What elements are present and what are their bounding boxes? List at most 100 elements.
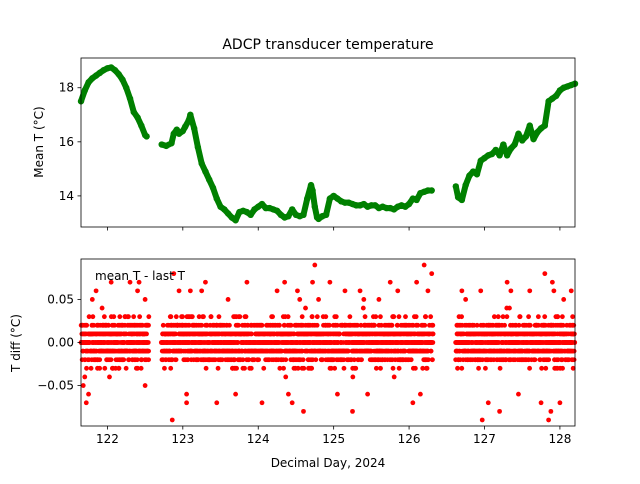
tdiff-point xyxy=(215,365,221,371)
tdiff-point xyxy=(295,288,300,294)
top-ytick-label: 16 xyxy=(59,135,74,149)
temperature-point xyxy=(473,171,481,178)
temperature-point xyxy=(309,187,316,194)
tdiff-point xyxy=(360,305,366,311)
temperature-point xyxy=(202,168,209,175)
temperature-point xyxy=(163,142,170,150)
tdiff-point xyxy=(232,357,237,363)
tdiff-point xyxy=(502,322,507,328)
tdiff-point xyxy=(497,365,503,371)
tdiff-point xyxy=(112,322,117,328)
tdiff-point xyxy=(483,365,488,371)
temperature-point xyxy=(322,211,330,219)
tdiff-point xyxy=(259,400,265,406)
tdiff-point xyxy=(301,365,307,371)
tdiff-point xyxy=(422,322,428,328)
chart-title: ADCP transducer temperature xyxy=(222,37,433,53)
tdiff-point xyxy=(485,400,491,406)
tdiff-point xyxy=(180,314,185,320)
tdiff-point xyxy=(173,357,179,363)
tdiff-point xyxy=(84,322,90,328)
tdiff-point xyxy=(196,314,202,320)
tdiff-point xyxy=(138,365,144,371)
tdiff-point xyxy=(504,314,510,320)
temperature-point xyxy=(111,66,119,74)
bottom-y-axis-ticks: −0.05 0.00 0.05 xyxy=(37,292,81,393)
tdiff-point xyxy=(86,391,91,397)
temperature-point xyxy=(187,111,194,118)
tdiff-point xyxy=(571,357,577,363)
tdiff-point xyxy=(403,314,408,320)
temperature-point xyxy=(134,114,141,121)
tdiff-point xyxy=(169,417,175,423)
tdiff-point xyxy=(560,365,565,371)
bottom-xtick-label: 122 xyxy=(96,432,119,446)
tdiff-point xyxy=(425,288,431,294)
tdiff-point xyxy=(277,365,283,371)
temperature-point xyxy=(405,200,413,208)
bottom-xtick-label: 123 xyxy=(171,432,194,446)
tdiff-point xyxy=(391,314,397,320)
tdiff-point xyxy=(334,322,340,328)
tdiff-point xyxy=(261,365,267,371)
tdiff-point xyxy=(135,365,140,371)
temperature-point xyxy=(530,135,537,143)
tdiff-point xyxy=(504,279,510,285)
tdiff-point xyxy=(189,314,195,320)
temperature-point xyxy=(258,200,266,208)
bottom-xtick-label: 127 xyxy=(473,432,496,446)
tdiff-point xyxy=(162,365,167,371)
tdiff-point xyxy=(395,288,401,294)
tdiff-point xyxy=(90,314,96,320)
tdiff-point xyxy=(560,322,566,328)
tdiff-point xyxy=(300,357,306,363)
tdiff-point xyxy=(101,314,107,320)
tdiff-point xyxy=(173,314,179,320)
tdiff-point xyxy=(134,357,140,363)
tdiff-point xyxy=(107,374,112,380)
tdiff-point xyxy=(108,279,114,285)
tdiff-point xyxy=(378,314,383,320)
tdiff-point xyxy=(126,357,132,363)
tdiff-point xyxy=(373,365,379,371)
tdiff-point xyxy=(355,322,360,328)
tdiff-point xyxy=(478,288,484,294)
tdiff-point xyxy=(365,391,370,397)
tdiff-point xyxy=(186,322,192,328)
tdiff-point xyxy=(527,322,533,328)
tdiff-point xyxy=(199,322,205,328)
tdiff-point xyxy=(378,322,384,328)
tdiff-point xyxy=(168,365,174,371)
tdiff-point xyxy=(243,314,249,320)
tdiff-point xyxy=(214,400,220,406)
tdiff-point xyxy=(97,365,103,371)
tdiff-point xyxy=(359,357,364,363)
tdiff-point xyxy=(571,322,577,328)
temperature-point xyxy=(123,84,130,91)
temperature-point xyxy=(526,122,533,129)
tdiff-point xyxy=(459,365,465,371)
tdiff-point xyxy=(341,365,347,371)
tdiff-point xyxy=(517,314,523,320)
tdiff-point xyxy=(408,357,414,363)
tdiff-point xyxy=(353,365,359,371)
tdiff-point xyxy=(327,322,332,328)
tdiff-point xyxy=(216,314,222,320)
tdiff-point xyxy=(256,357,262,363)
tdiff-point xyxy=(248,365,254,371)
tdiff-point xyxy=(387,279,393,285)
top-ytick-label: 14 xyxy=(59,189,74,203)
tdiff-point xyxy=(136,279,142,285)
tdiff-point xyxy=(146,348,151,354)
temperature-point xyxy=(300,211,307,219)
tdiff-point xyxy=(413,314,419,320)
tdiff-point xyxy=(286,391,291,397)
tdiff-point xyxy=(314,322,320,328)
temperature-point xyxy=(213,195,220,202)
tdiff-point xyxy=(412,365,418,371)
temperature-point xyxy=(534,129,541,136)
tdiff-point xyxy=(507,305,512,311)
temperature-point xyxy=(138,122,145,129)
